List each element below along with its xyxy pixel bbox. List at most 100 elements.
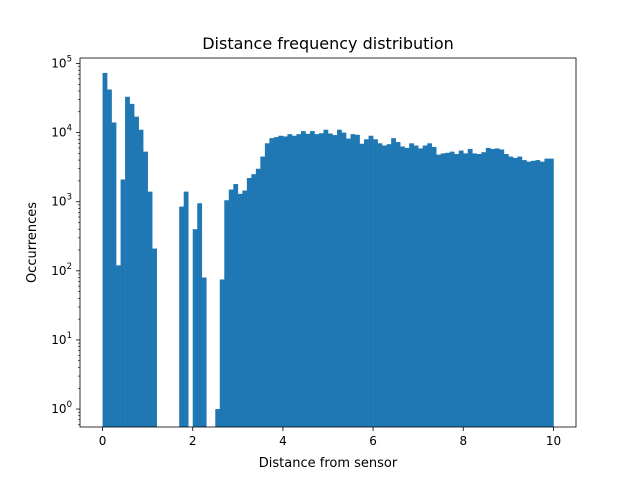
histogram-bar: [129, 103, 135, 427]
histogram-bar: [377, 143, 383, 428]
histogram-bar: [373, 139, 378, 428]
histogram-bar: [427, 143, 433, 428]
y-tick-label: 103: [51, 193, 72, 209]
histogram-bar: [382, 145, 387, 427]
histogram-bar: [463, 153, 469, 427]
histogram-bar: [328, 133, 333, 427]
histogram-bar: [255, 168, 261, 428]
histogram-bar: [535, 160, 541, 427]
histogram-bar: [364, 139, 369, 428]
histogram-bar: [116, 265, 121, 427]
histogram-bar: [192, 229, 198, 427]
histogram-bar: [346, 138, 351, 428]
histogram-bar: [197, 203, 203, 427]
histogram-bar: [215, 409, 221, 427]
x-tick-label: 6: [369, 434, 377, 448]
histogram-bar: [499, 149, 505, 427]
y-tick-label: 100: [51, 400, 72, 416]
x-tick-label: 8: [459, 434, 467, 448]
histogram-bar: [350, 134, 356, 427]
x-axis: 0 2 4 6 8 10: [99, 427, 561, 448]
histogram-bar: [120, 179, 126, 427]
histogram-bar: [291, 135, 297, 427]
histogram-bar: [530, 160, 536, 427]
histogram-bar: [314, 134, 320, 427]
histogram-bar: [548, 158, 554, 427]
histogram-bar: [472, 153, 478, 427]
histogram-bar: [476, 154, 482, 427]
histogram-bar: [485, 147, 491, 428]
histogram-bar: [526, 161, 532, 427]
x-tick-label: 0: [99, 434, 107, 448]
histogram-bar: [179, 206, 185, 427]
histogram-bar: [508, 156, 514, 427]
histogram-bar: [517, 156, 523, 427]
histogram-bar: [449, 151, 455, 427]
histogram-bar: [454, 154, 460, 427]
x-tick-label: 10: [546, 434, 561, 448]
histogram-bar: [436, 154, 442, 427]
y-tick-label: 102: [51, 262, 72, 278]
histogram-bar: [355, 134, 360, 427]
histogram-bar: [102, 72, 108, 428]
histogram-bar: [341, 132, 347, 427]
histogram-bar: [494, 148, 500, 427]
histogram-bar: [228, 189, 234, 427]
histogram-bar: [445, 152, 451, 428]
histogram-bar: [332, 135, 338, 427]
histogram-bar: [134, 116, 139, 427]
histogram-bar: [409, 143, 414, 428]
histogram-bar: [467, 148, 473, 427]
histogram-bar: [143, 151, 148, 427]
histogram-bar: [242, 190, 248, 427]
histogram-bar: [440, 153, 446, 427]
y-tick-label: 101: [51, 331, 72, 347]
histogram-bar: [512, 157, 518, 428]
plot-frame: [79, 57, 577, 428]
histogram-bar: [282, 136, 288, 427]
histogram-bar: [269, 138, 275, 427]
histogram-bar: [503, 154, 509, 427]
histogram-bar: [490, 148, 496, 427]
histogram-bar: [521, 160, 527, 427]
histogram-bar: [418, 148, 423, 427]
histogram-bar: [233, 184, 239, 427]
histogram-bar: [183, 191, 189, 427]
histogram-bar: [323, 129, 329, 428]
histogram-bar: [400, 146, 405, 427]
histogram-bar: [300, 131, 306, 427]
histogram-bar: [278, 135, 284, 427]
histogram-bar: [111, 122, 117, 428]
histogram-bar: [138, 129, 144, 428]
histogram-bar: [125, 96, 130, 427]
histogram-bar: [107, 89, 112, 427]
histogram-bar: [287, 134, 293, 427]
histogram-bar: [481, 152, 487, 427]
histogram-bar: [539, 161, 545, 427]
y-tick-label: 104: [51, 124, 72, 140]
histogram-bar: [309, 131, 315, 427]
y-tick-label: 105: [51, 54, 72, 70]
histogram-bar: [458, 150, 464, 427]
histogram-bar: [318, 133, 324, 427]
histogram-bar: [404, 147, 410, 428]
histogram-bar: [544, 158, 550, 427]
chart-title: Distance frequency distribution: [202, 34, 454, 53]
histogram-bar: [201, 277, 207, 427]
histogram-bar: [413, 145, 419, 427]
histogram-bar: [264, 143, 270, 428]
histogram-bar: [368, 135, 374, 427]
histogram-bar: [246, 178, 252, 427]
histogram-bar: [296, 134, 302, 427]
histogram-bar: [431, 146, 437, 427]
x-tick-label: 2: [189, 434, 197, 448]
y-axis-label: Occurrences: [25, 202, 40, 283]
histogram-bar: [395, 142, 401, 428]
histogram-bar: [337, 129, 342, 428]
histogram-bar: [391, 138, 396, 427]
histogram-bar: [422, 145, 428, 427]
histogram-bar: [219, 279, 225, 427]
histogram-bar: [224, 200, 230, 427]
